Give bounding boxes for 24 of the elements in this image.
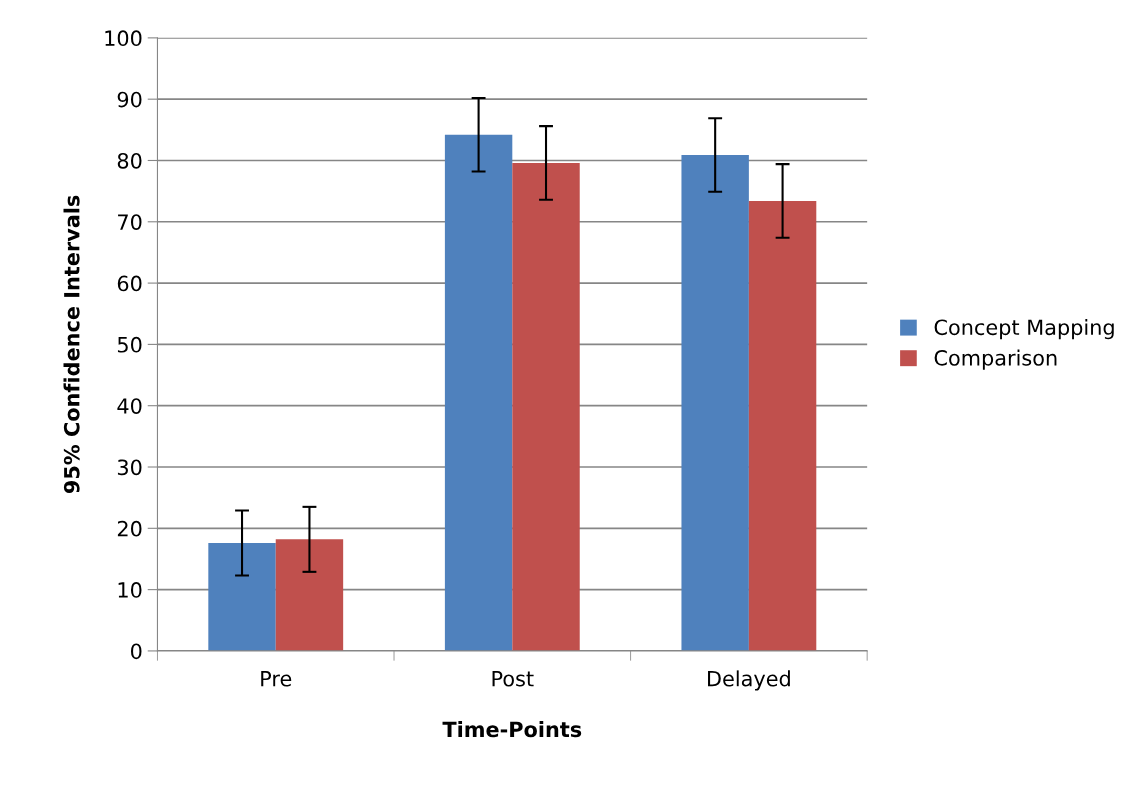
y-tick-label: 80	[117, 152, 142, 169]
y-tick-label: 30	[117, 459, 142, 476]
bar	[748, 200, 817, 651]
x-axis-title: Time-Points	[442, 721, 582, 738]
y-axis-title: 95% Confidence Intervals	[63, 195, 80, 494]
y-tick-label: 60	[117, 275, 142, 292]
y-tick-label: 20	[117, 520, 142, 537]
legend-label: Concept Mapping	[934, 319, 1114, 340]
bar	[512, 162, 580, 651]
y-tick-label: 70	[118, 214, 142, 230]
y-tick-label: 40	[117, 398, 142, 414]
x-tick-label: Post	[492, 671, 534, 687]
y-tick-label: 90	[117, 91, 142, 108]
y-tick-label: 100	[105, 30, 142, 47]
legend-label: Comparison	[934, 349, 1057, 370]
x-tick-label: Delayed	[708, 670, 790, 691]
bar	[444, 134, 513, 651]
y-tick-label: 10	[118, 582, 142, 598]
y-tick-label: 50	[117, 336, 142, 353]
bar	[208, 543, 276, 651]
bar	[275, 539, 344, 651]
x-tick-label: Pre	[261, 671, 292, 687]
bar	[681, 154, 749, 651]
y-tick-label: 0	[130, 643, 142, 660]
